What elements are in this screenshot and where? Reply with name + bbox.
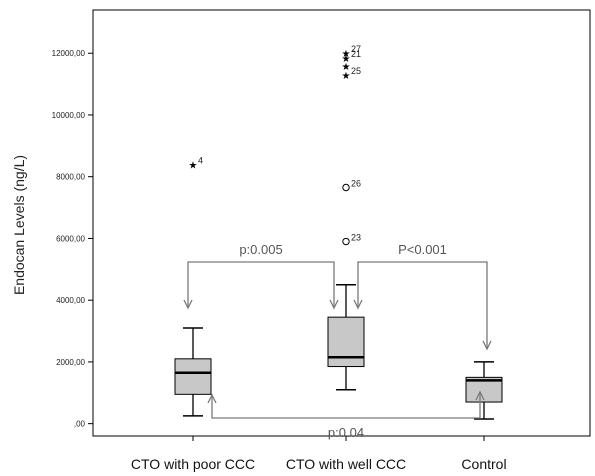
comparison-arrowhead [475,390,485,401]
y-tick-label: 2000,00 [56,358,85,367]
outlier-star: ★ [342,49,351,60]
box [174,358,212,395]
comparison-arrowhead [207,393,217,404]
outlier-star: ★ [342,54,351,65]
comparison-label: p:0.04 [328,425,364,440]
comparison-label: P<0.001 [398,242,447,257]
y-axis-title: Endocan Levels (ng/L) [11,155,27,295]
outlier-star: ★ [342,62,351,73]
outlier-label: 23 [351,233,361,243]
outlier-label: 27 [351,44,361,54]
comparison-arrowhead [329,299,339,310]
outlier-circle [342,183,350,192]
comparison-arrowhead [353,299,363,310]
x-tick-label: CTO with well CCC [286,456,406,472]
outlier-star: ★ [342,71,351,82]
y-tick-label: 8000,00 [56,173,85,182]
box [327,316,365,368]
y-tick-label: 10000,00 [52,111,86,120]
x-tick-label: CTO with poor CCC [131,456,255,472]
outlier-star: ★ [189,160,198,171]
comparison-arrowhead [183,299,193,310]
outlier-label: 25 [351,66,361,76]
outlier-label: 26 [351,179,361,189]
comparison-bracket [211,392,481,419]
outlier-circle [342,237,350,246]
y-tick-label: 4000,00 [56,296,85,305]
comparison-arrowhead [482,340,492,351]
outlier-label: 21 [351,49,361,59]
y-tick-label: 6000,00 [56,234,85,243]
comparison-label: p:0.005 [239,242,282,257]
comparison-bracket [187,261,335,308]
y-tick-label: ,00 [74,420,86,429]
outlier-label: 4 [198,155,203,165]
comparison-bracket [357,261,488,349]
y-tick-label: 12000,00 [52,49,86,58]
x-tick-label: Control [461,456,506,472]
